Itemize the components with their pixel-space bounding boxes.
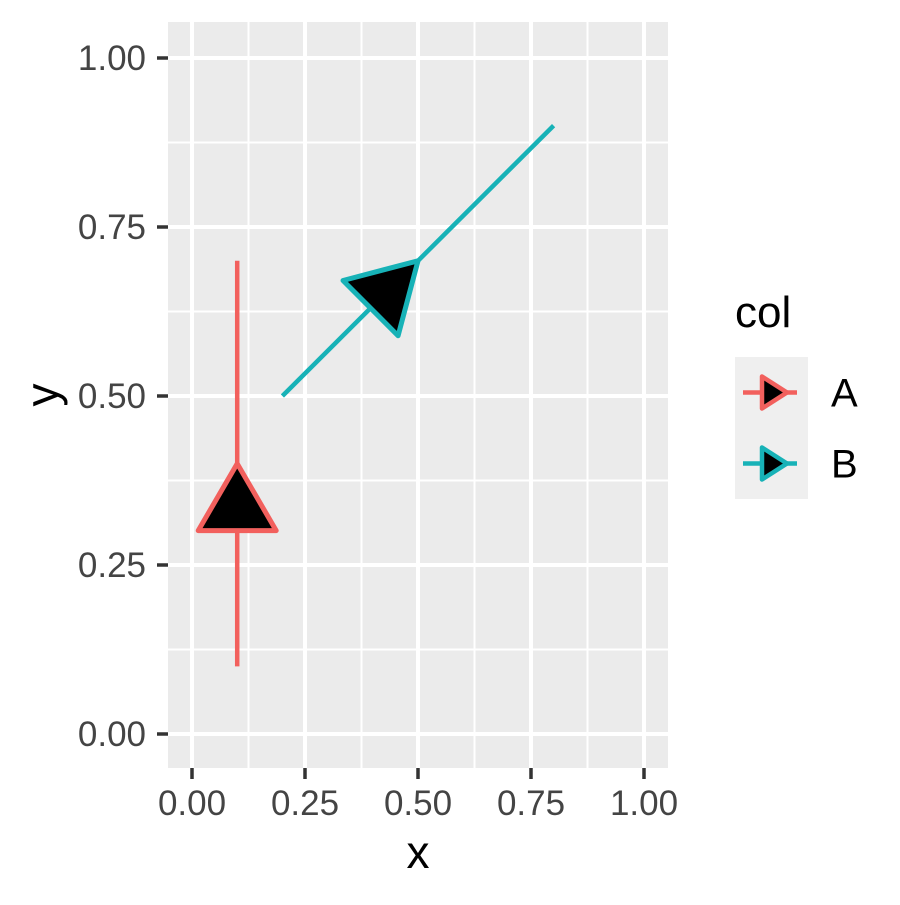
arrow-series xyxy=(195,124,556,667)
legend-title: col xyxy=(735,288,791,337)
arrowhead-B xyxy=(340,258,421,339)
arrowhead-A xyxy=(195,461,279,534)
x-axis-title: x xyxy=(407,826,430,878)
x-tick-label: 0.75 xyxy=(497,784,565,823)
y-tick-label: 0.25 xyxy=(78,546,146,585)
legend-label-B: B xyxy=(831,443,858,487)
gridlines xyxy=(168,22,668,768)
x-tick-label: 0.25 xyxy=(271,784,339,823)
legend-label-A: A xyxy=(831,372,858,416)
y-tick-label: 1.00 xyxy=(78,39,146,78)
y-tick-label: 0.75 xyxy=(78,208,146,247)
x-tick-label: 1.00 xyxy=(610,784,678,823)
x-tick-label: 0.50 xyxy=(384,784,452,823)
axes: 0.00 0.25 0.50 0.75 1.00 0.00 0.25 0.50 0.75 1.00 xyxy=(78,39,678,823)
legend-entries: AB xyxy=(735,357,858,499)
legend-key-arrowhead-A xyxy=(759,374,790,411)
x-tick-label: 0.00 xyxy=(158,784,226,823)
y-tick-label: 0.50 xyxy=(78,377,146,416)
legend: col AB xyxy=(735,288,858,499)
y-axis-title: y xyxy=(16,384,68,407)
y-tick-label: 0.00 xyxy=(78,715,146,754)
legend-key-arrowhead-B xyxy=(759,445,790,482)
